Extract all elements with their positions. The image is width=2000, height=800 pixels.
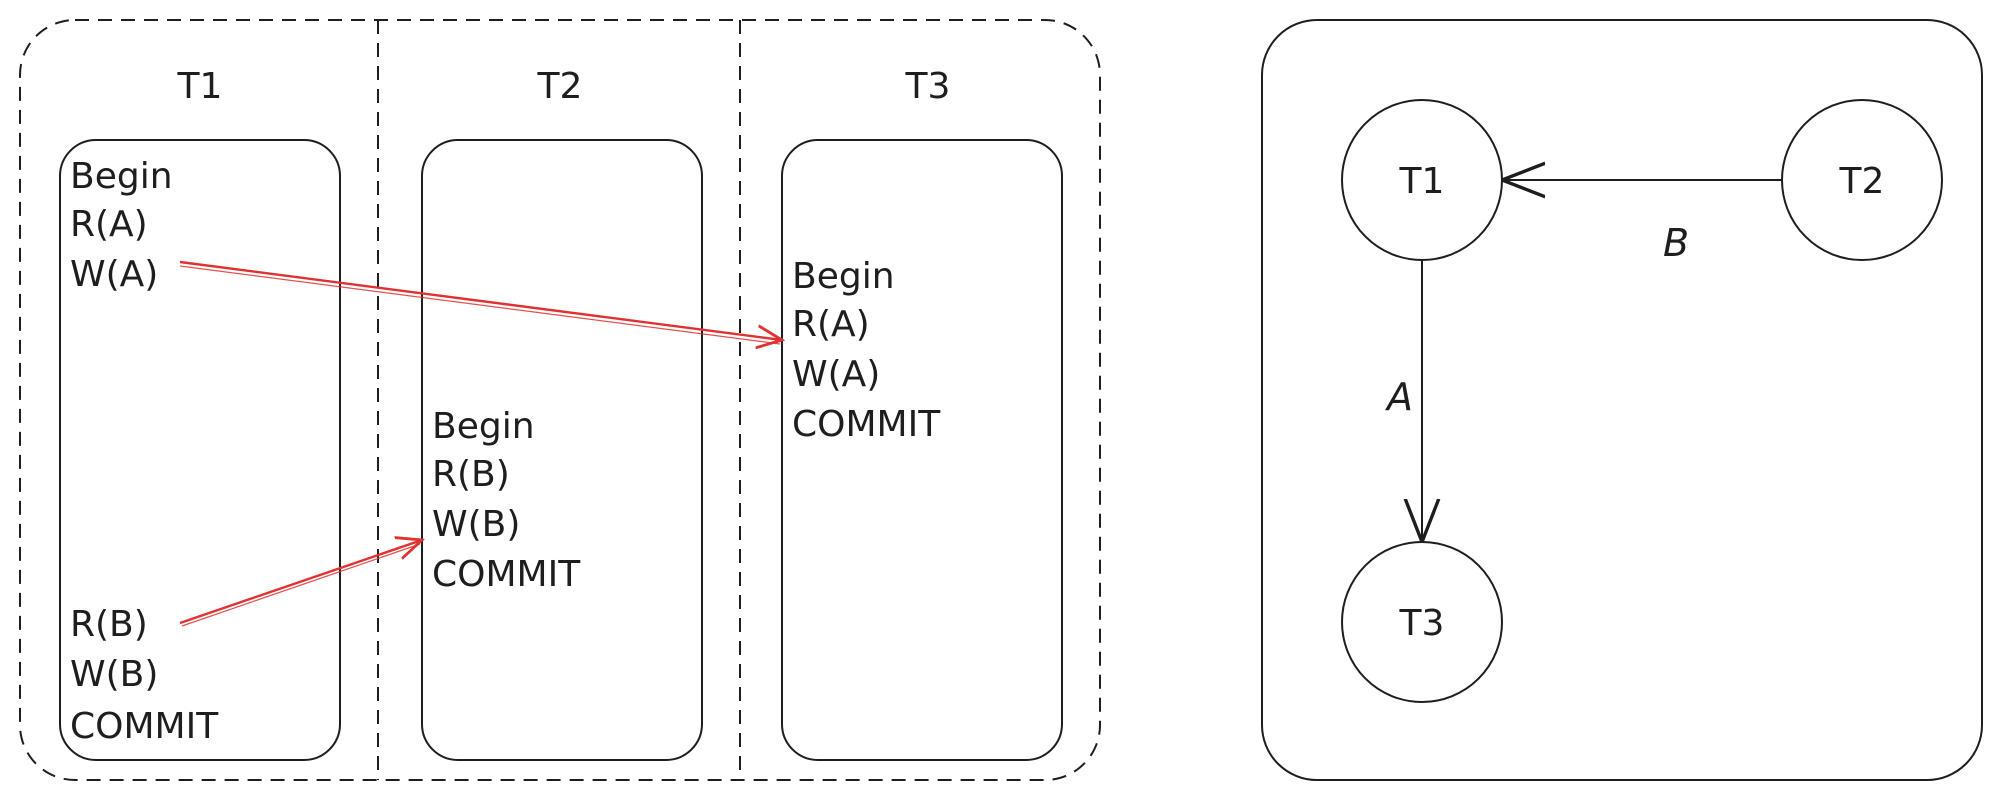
node-t1-label: T1 (1399, 161, 1445, 202)
precedence-graph-panel: B A T1 T2 T3 (1261, 19, 1983, 781)
dependency-arrow-t1-to-t3-sketch (179, 265, 781, 345)
column-title-t3: T3 (905, 66, 951, 107)
t1-op-begin: Begin (70, 156, 173, 197)
graph-frame (1261, 19, 1983, 781)
column-title-t1: T1 (177, 66, 223, 107)
transaction-box-t2 (421, 139, 703, 761)
edge-label-a: A (1384, 375, 1413, 419)
t3-op-read-a: R(A) (792, 304, 870, 345)
t1-op-write-b: W(B) (70, 654, 158, 695)
dependency-arrow-t1-to-t2-sketch (181, 543, 421, 627)
t1-op-commit: COMMIT (70, 706, 219, 747)
node-t3 (1341, 541, 1503, 703)
t2-op-read-b: R(B) (432, 454, 510, 495)
t3-op-begin: Begin (792, 256, 895, 297)
t2-op-begin: Begin (432, 406, 535, 447)
column-title-t2: T2 (537, 66, 583, 107)
t1-op-read-b: R(B) (70, 604, 148, 645)
t1-op-write-a: W(A) (70, 254, 158, 295)
transaction-box-t1 (59, 139, 341, 761)
t1-op-read-a: R(A) (70, 204, 148, 245)
t3-op-commit: COMMIT (792, 404, 941, 445)
edge-label-b: B (1663, 221, 1689, 265)
t2-op-commit: COMMIT (432, 554, 581, 595)
node-t2-label: T2 (1839, 161, 1885, 202)
schedule-outer-frame (19, 19, 1101, 781)
transaction-box-t3 (781, 139, 1063, 761)
dependency-arrow-t1-to-t3 (179, 260, 782, 340)
node-t1 (1341, 99, 1503, 261)
schedule-panel: T1 T2 T3 Begin R(A) W(A) R(B) W(B) COMMI… (19, 19, 1101, 781)
t2-op-write-b: W(B) (432, 504, 520, 545)
t3-op-write-a: W(A) (792, 354, 880, 395)
dependency-arrow-t1-to-t2 (179, 540, 422, 625)
node-t2 (1781, 99, 1943, 261)
node-t3-label: T3 (1399, 603, 1445, 644)
